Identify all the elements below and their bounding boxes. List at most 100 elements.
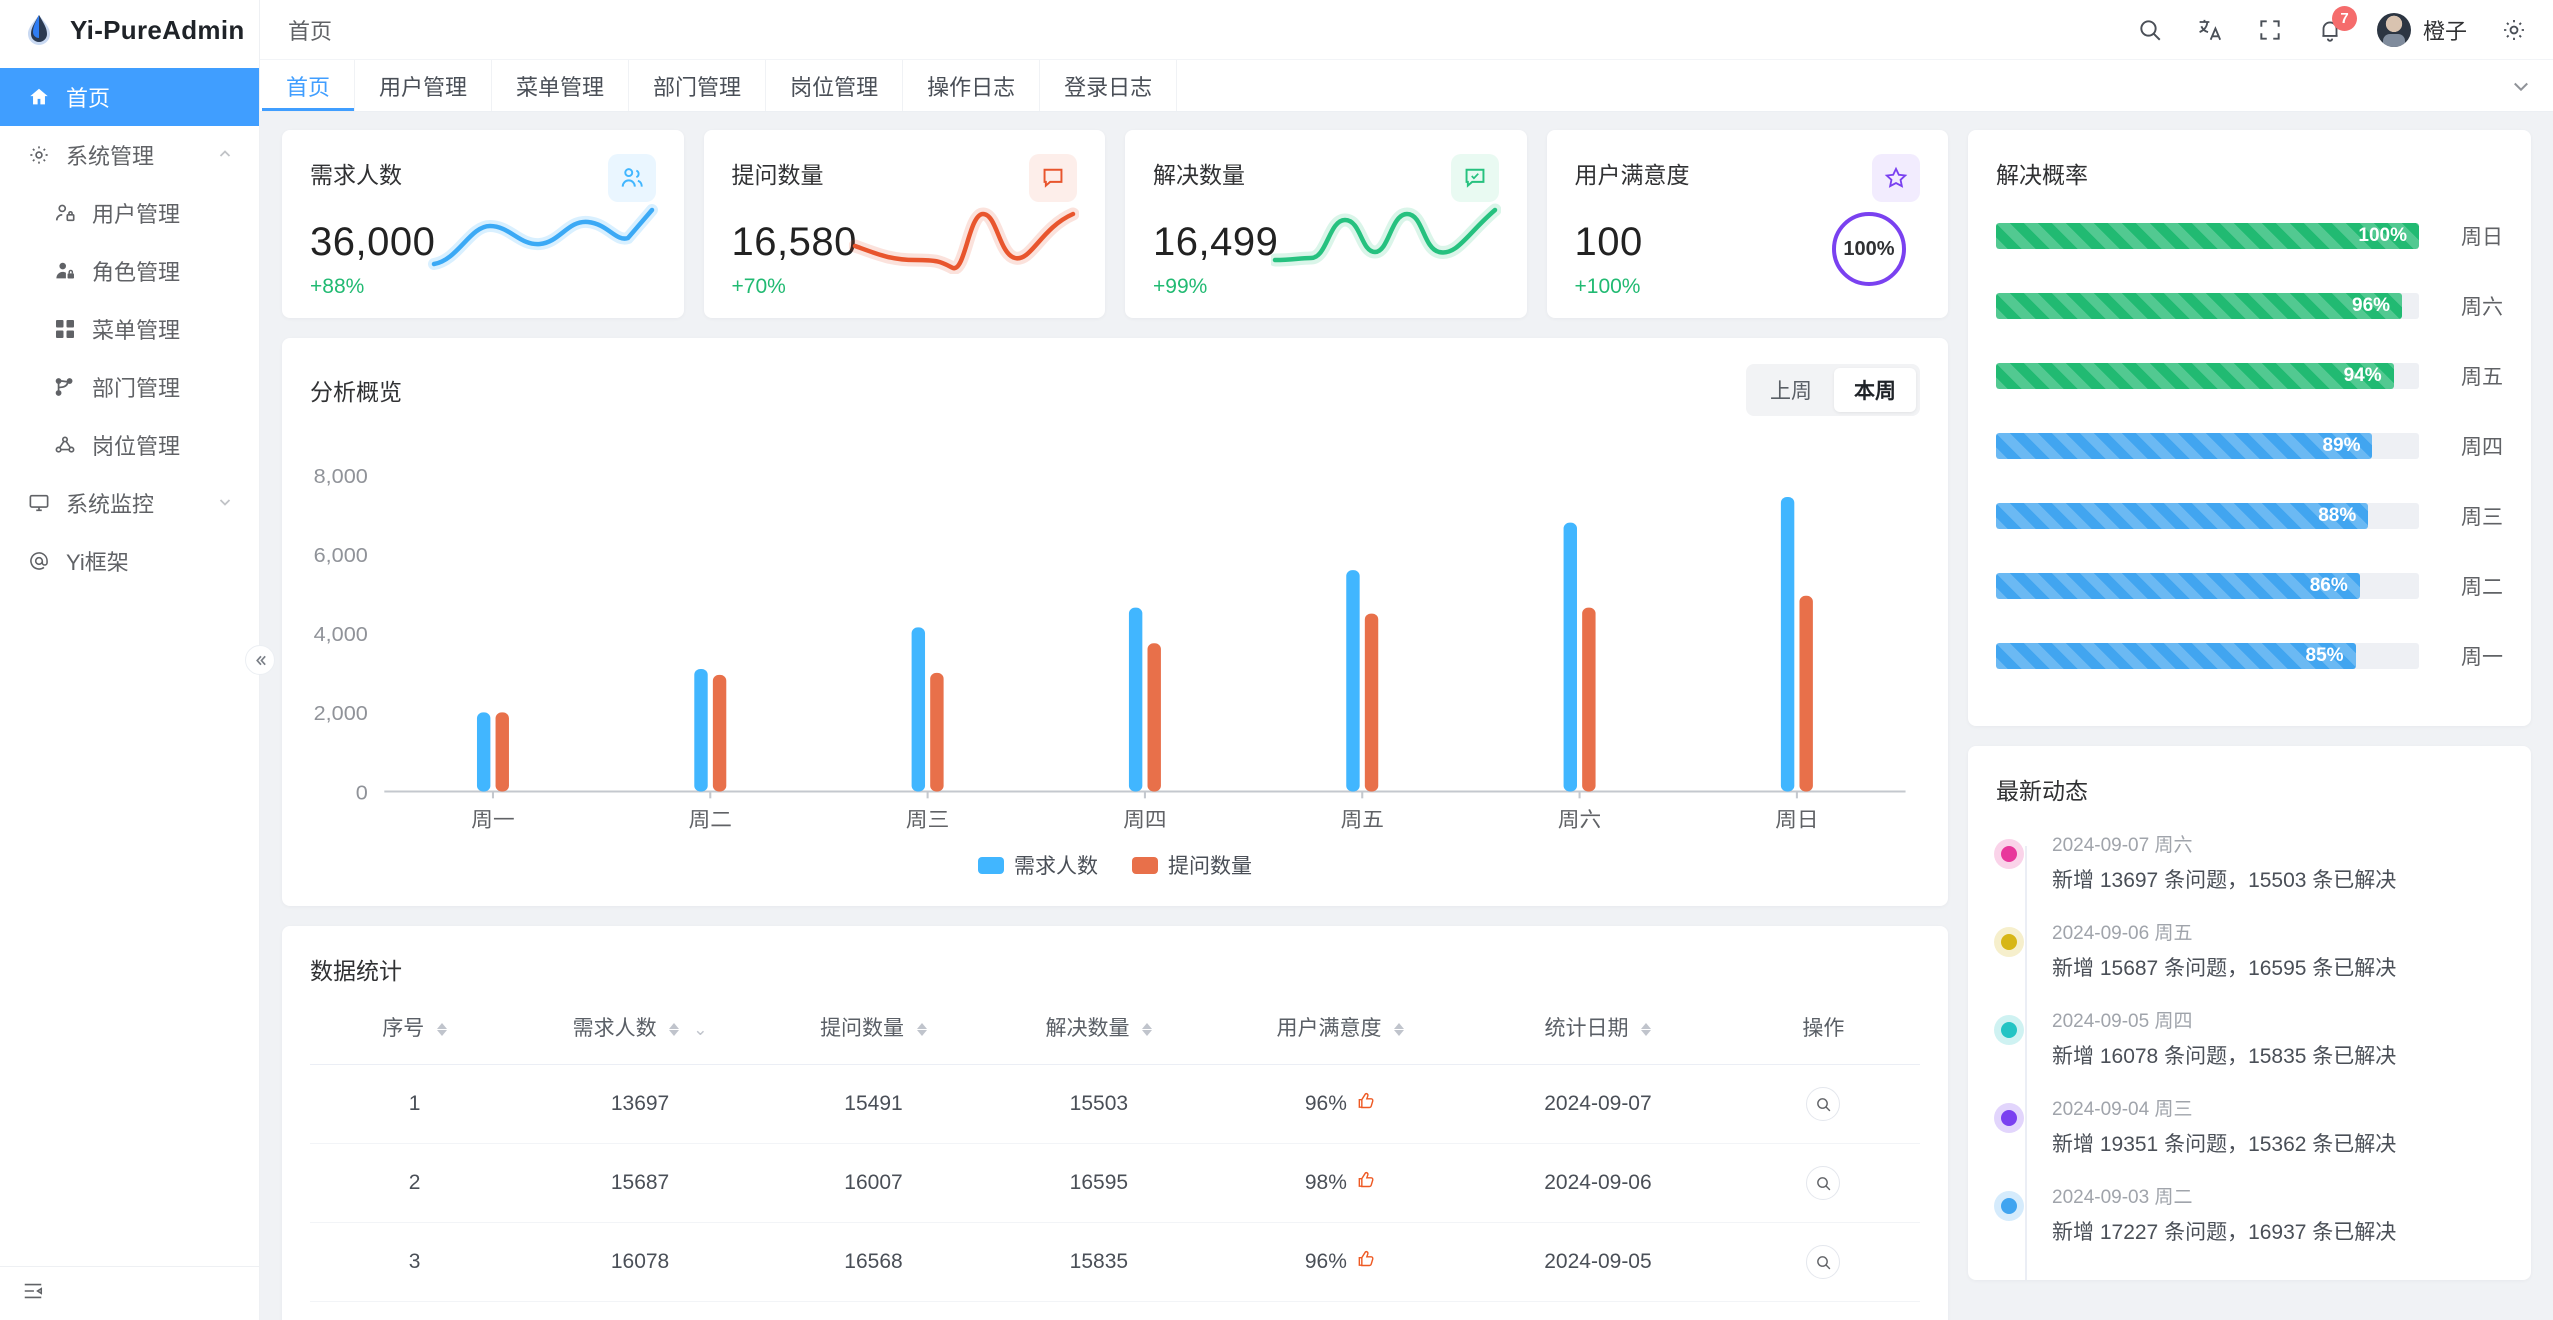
sort-icon[interactable]: [669, 1022, 680, 1036]
cell-actions: [1726, 1064, 1920, 1144]
cell-satisfaction: 96%: [1211, 1222, 1470, 1302]
sidebar-item-position-management[interactable]: 岗位管理: [0, 416, 259, 474]
tab-department-management[interactable]: 部门管理: [629, 60, 767, 111]
cell-demand: 13697: [519, 1064, 761, 1144]
stat-card-satisfaction: 用户满意度 100 +100% 100%: [1546, 130, 1948, 318]
tab-operation-log[interactable]: 操作日志: [903, 60, 1041, 111]
cell-demand: 16078: [519, 1222, 761, 1302]
sidebar-item-user-management[interactable]: 用户管理: [0, 184, 259, 242]
main-area: 首页: [260, 0, 2553, 1320]
sidebar-item-department-management[interactable]: 部门管理: [0, 358, 259, 416]
progress-fill: 96%: [1996, 293, 2403, 319]
stat-card-question-count: 提问数量 16,580 +70%: [703, 130, 1105, 318]
column-label: 用户满意度: [1276, 1017, 1382, 1040]
sort-icon[interactable]: [1142, 1022, 1153, 1036]
bell-icon[interactable]: 7: [2317, 5, 2357, 43]
column-header-satisfaction[interactable]: 用户满意度: [1211, 986, 1470, 1065]
sidebar-item-home[interactable]: 首页: [0, 68, 259, 126]
sort-icon[interactable]: [1394, 1022, 1405, 1036]
sidebar-item-menu-management[interactable]: 菜单管理: [0, 300, 259, 358]
tab-label: 菜单管理: [516, 74, 605, 100]
tab-login-log[interactable]: 登录日志: [1040, 60, 1178, 111]
message-icon: [1029, 154, 1077, 202]
svg-text:6,000: 6,000: [314, 545, 368, 567]
timeline-time: 2024-09-05 周四: [2052, 1011, 2193, 1032]
star-icon: [1872, 154, 1920, 202]
this-week-button[interactable]: 本周: [1834, 368, 1916, 412]
sidebar-menu: 首页 系统管理: [0, 60, 259, 1266]
timeline-dot: [1994, 1103, 2024, 1133]
panel-title: 数据统计: [310, 958, 402, 984]
timeline-text: 新增 15687 条问题，16595 条已解决: [2052, 957, 2397, 980]
analysis-bar-chart[interactable]: 0 2,000 4,000 6,000 8,000 周一 周二 周三 周四 周五 周六 周日: [282, 416, 1948, 856]
fullscreen-icon[interactable]: [2257, 17, 2283, 43]
svg-text:4,000: 4,000: [314, 624, 368, 646]
tab-menu-management[interactable]: 菜单管理: [492, 60, 630, 111]
sort-icon[interactable]: [1641, 1022, 1652, 1036]
cell-actions: [1726, 1301, 1920, 1320]
svg-text:周一: 周一: [471, 809, 514, 831]
tab-label: 部门管理: [653, 74, 742, 100]
table-row[interactable]: 3 16078 16568 15835 96% 2024-09-05: [310, 1222, 1920, 1302]
table-row[interactable]: 2 15687 16007 16595 98% 2024-09-06: [310, 1143, 1920, 1223]
sidebar-collapse-button[interactable]: [245, 645, 275, 675]
column-header-demand[interactable]: 需求人数 ⌄: [519, 986, 761, 1065]
panel-title: 解决概率: [1996, 162, 2088, 188]
sort-icon[interactable]: [437, 1022, 448, 1036]
column-header-questions[interactable]: 提问数量: [760, 986, 987, 1065]
chevron-down-icon[interactable]: [217, 490, 233, 516]
tab-home[interactable]: 首页: [262, 60, 356, 111]
cell-satisfaction: 98%: [1211, 1301, 1470, 1320]
view-detail-button[interactable]: [1806, 1245, 1841, 1279]
legend-item-questions[interactable]: 提问数量: [1132, 850, 1252, 880]
tab-user-management[interactable]: 用户管理: [355, 60, 493, 111]
tab-position-management[interactable]: 岗位管理: [766, 60, 904, 111]
solve-rate-header: 解决概率: [1968, 130, 2531, 190]
stat-title: 解决数量: [1153, 162, 1245, 188]
column-label: 提问数量: [820, 1017, 905, 1040]
timeline-dot: [1994, 1015, 2024, 1045]
sidebar-item-label: 角色管理: [92, 260, 181, 285]
legend-item-demand[interactable]: 需求人数: [978, 850, 1098, 880]
chevron-up-icon[interactable]: [217, 142, 233, 168]
column-header-no[interactable]: 序号: [310, 986, 520, 1065]
translate-icon[interactable]: [2197, 17, 2223, 43]
gear-icon[interactable]: [2501, 17, 2527, 43]
column-header-solved[interactable]: 解决数量: [986, 986, 1212, 1065]
avatar: [2376, 12, 2411, 47]
indent-icon[interactable]: [22, 1280, 44, 1308]
sidebar-item-system-management[interactable]: 系统管理: [0, 126, 259, 184]
filter-icon[interactable]: ⌄: [693, 1020, 708, 1039]
stat-delta: +88%: [310, 275, 365, 298]
sidebar-item-role-management[interactable]: 角色管理: [0, 242, 259, 300]
brand[interactable]: Yi-PureAdmin: [0, 0, 259, 60]
column-header-date[interactable]: 统计日期: [1469, 986, 1727, 1065]
sidebar-item-yi-framework[interactable]: Yi框架: [0, 532, 259, 590]
sparkline-chart: [849, 207, 1079, 274]
view-detail-button[interactable]: [1806, 1087, 1841, 1121]
user-menu[interactable]: 橙子: [2376, 12, 2467, 47]
timeline-text: 新增 16078 条问题，15835 条已解决: [2052, 1045, 2397, 1068]
sidebar-footer[interactable]: [0, 1266, 259, 1320]
stat-delta: +100%: [1574, 275, 1641, 298]
solve-rate-row: 94% 周五: [1996, 356, 2503, 396]
sidebar: Yi-PureAdmin 首页 系统管理: [0, 0, 275, 1320]
data-table-wrap: 数据统计 序号 需求人数: [282, 926, 1948, 1320]
timeline-dot: [1994, 839, 2024, 869]
sort-icon[interactable]: [916, 1022, 927, 1036]
sidebar-item-label: 用户管理: [92, 202, 181, 227]
table-row[interactable]: 1 13697 15491 15503 96% 2024-09-07: [310, 1064, 1920, 1144]
search-icon[interactable]: [2137, 17, 2163, 43]
latest-activity-card: 最新动态 2024-09-07 周六 新增 13697 条问题，15503 条已解…: [1968, 746, 2531, 1280]
last-week-button[interactable]: 上周: [1770, 380, 1812, 403]
view-detail-button[interactable]: [1806, 1166, 1841, 1200]
chevron-down-icon[interactable]: [2489, 60, 2553, 111]
cell-demand: 15687: [519, 1143, 761, 1223]
breadcrumb[interactable]: 首页: [288, 18, 333, 44]
sidebar-item-system-monitor[interactable]: 系统监控: [0, 474, 259, 532]
stat-value: 36,000: [310, 220, 436, 264]
column-label: 解决数量: [1045, 1017, 1130, 1040]
cell-actions: [1726, 1143, 1920, 1223]
sidebar-item-label: 部门管理: [92, 376, 181, 401]
table-row[interactable]: 419351158041536298%2024-09-04: [310, 1301, 1920, 1320]
